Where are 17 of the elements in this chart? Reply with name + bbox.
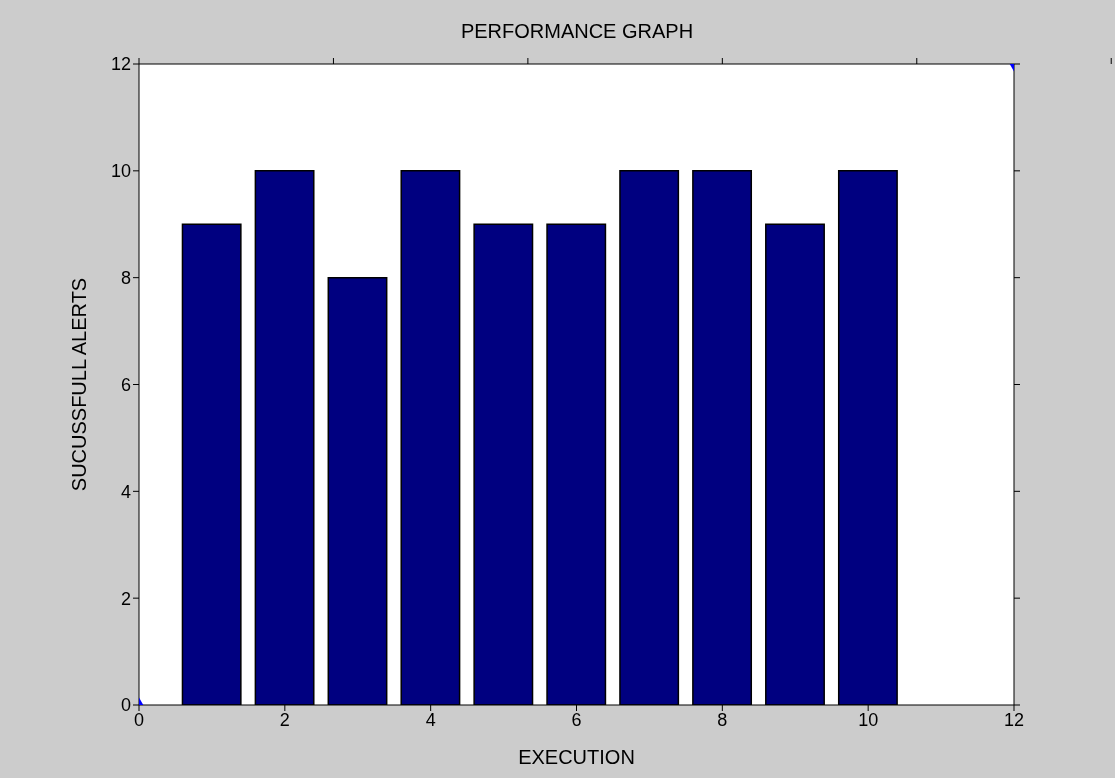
y-tick-label: 2 (120, 588, 131, 609)
y-tick-label: 4 (120, 481, 131, 502)
y-tick-label: 6 (120, 374, 131, 395)
y-tick-label: 0 (120, 695, 131, 716)
x-tick-label: 12 (1003, 709, 1025, 730)
y-tick-label: 10 (110, 161, 131, 182)
x-tick-label: 8 (717, 709, 728, 730)
x-tick-label: 0 (133, 709, 145, 730)
y-tick-label: 12 (110, 54, 131, 75)
x-axis-title: EXECUTION (518, 746, 635, 768)
chart-title: PERFORMANCE GRAPH (459, 20, 695, 43)
y-axis-title: SUCUSSFULL ALERTS (68, 277, 91, 492)
y-tick-label: 8 (120, 268, 131, 289)
x-tick-label: 6 (571, 709, 582, 730)
x-tick-label: 4 (425, 709, 436, 730)
x-tick-label: 2 (279, 709, 290, 730)
x-tick-label: 10 (858, 709, 879, 730)
